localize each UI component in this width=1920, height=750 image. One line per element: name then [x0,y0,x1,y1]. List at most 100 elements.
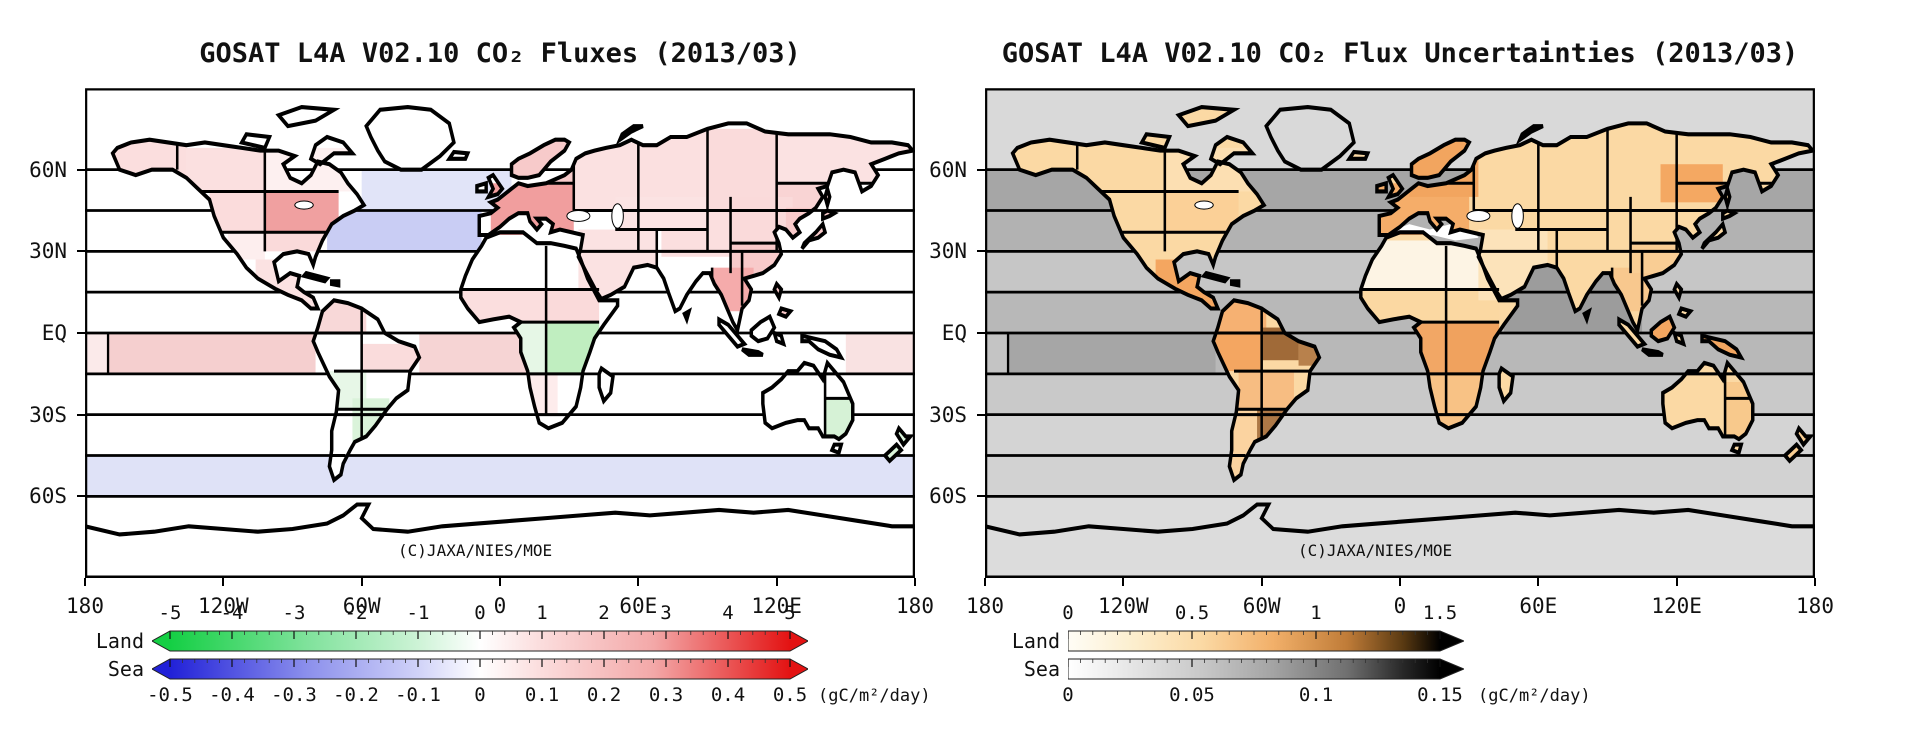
lat-tick [977,332,985,334]
uncertainty-map-title: GOSAT L4A V02.10 CO₂ Flux Uncertainties … [1001,38,1799,70]
lat-tick [977,495,985,498]
colorbar-tick-label: -0.1 [395,684,441,706]
lon-label: 120E [1651,594,1702,618]
sea-colorbar [1068,658,1464,680]
lon-tick [499,578,501,586]
colorbar-tick-label: 1 [1310,602,1322,624]
colorbar-tick-label: 0.1 [1298,684,1334,706]
flux-map-plot: (C)JAXA/NIES/MOE [77,88,915,578]
lon-label: 120W [198,594,249,618]
lon-label: 60W [342,594,381,618]
lon-tick [1537,578,1540,586]
lat-tick [77,168,85,171]
longitude-axis: 180 120W 60W 0 60E 120E 180 [966,578,1834,618]
black-sea [567,211,590,222]
colorbar-tick-label: 1 [536,602,548,624]
colorbar-tick-label: -4 [220,602,244,624]
lat-tick [977,413,985,416]
lat-label: 60S [929,484,967,509]
land-colorbar-label: Land [1011,629,1060,653]
sea-colorbar [152,658,808,680]
latitude-axis: 60N 30N EQ 30S 60S [0,88,77,578]
latitude-axis: 60N 30N EQ 30S 60S [900,88,977,578]
uncertainty-world-map [985,88,1815,578]
flux-unit-label: (gC/m²/day) [818,686,931,706]
sea-colorbar-ticks: 0 0.05 0.1 0.15 [1062,684,1464,708]
lon-label: 0 [493,594,507,618]
colorbar-tick-label: 3 [660,602,672,624]
lon-tick [1814,578,1816,586]
lon-label: 180 [1796,594,1834,618]
colorbar-tick-label: -0.3 [271,684,317,706]
longitude-axis: 180 120W 60W 0 60E 120E 180 [66,578,934,618]
lat-tick [977,250,985,253]
lon-tick [1399,578,1401,586]
land-colorbar [1068,630,1464,652]
colorbar-tick-label: 1.5 [1422,602,1458,624]
lon-tick [84,578,86,586]
lon-label: 0 [1393,594,1407,618]
colorbar-tick-label: 0.05 [1169,684,1215,706]
lon-tick [222,578,225,586]
lon-label: 120W [1098,594,1149,618]
colorbar-tick-label: -0.2 [333,684,379,706]
lon-tick [360,578,363,586]
sea-colorbar-label: Sea [1023,657,1060,681]
land-colorbar-label: Land [95,629,144,653]
lat-label: EQ [941,321,967,345]
colorbar-tick-label: -5 [158,602,182,624]
colorbar-tick-label: 5 [784,602,796,624]
colorbar-tick-label: 0.3 [648,684,684,706]
lon-tick [914,578,916,586]
flux-map-title: GOSAT L4A V02.10 CO₂ Fluxes (2013/03) [199,38,801,70]
lat-label: 30S [29,402,67,427]
lon-tick [637,578,640,586]
lon-tick [984,578,986,586]
lon-label: 120E [751,594,802,618]
lon-tick [1675,578,1678,586]
lon-label: 180 [966,594,1004,618]
great-lakes [295,201,313,209]
lat-label: 30S [929,402,967,427]
colorbar-tick-label: 0.1 [524,684,560,706]
copyright-watermark: (C)JAXA/NIES/MOE [1298,541,1453,560]
lon-label: 180 [66,594,104,618]
sea-colorbar-ticks: -0.5 -0.4 -0.3 -0.2 -0.1 0 0.1 0.2 0.3 0.4 0.5 [147,684,808,708]
lat-label: 60N [929,157,967,182]
black-sea [1467,211,1490,222]
colorbar-tick-label: -3 [282,602,306,624]
colorbar-tick-label: 0.4 [710,684,746,706]
uncertainty-map-plot: (C)JAXA/NIES/MOE [977,88,1815,578]
uncertainty-unit-label: (gC/m²/day) [1478,686,1591,706]
caspian-sea [1512,204,1524,229]
lon-tick [775,578,778,586]
colorbar-tick-label: 0.5 [772,684,808,706]
land-colorbar [152,630,808,652]
lon-tick [1260,578,1263,586]
lat-tick [77,332,85,334]
lon-label: 180 [896,594,934,618]
lat-label: EQ [41,321,67,345]
lat-label: 60N [29,157,67,182]
colorbar-tick-label: 0.2 [586,684,622,706]
lat-label: 30N [29,239,67,264]
colorbar-tick-label: 0 [1062,602,1074,624]
sea-colorbar-label: Sea [107,657,144,681]
colorbar-tick-label: -2 [344,602,368,624]
lat-tick [77,250,85,253]
caspian-sea [612,204,624,229]
lat-tick [977,168,985,171]
colorbar-tick-label: 0.15 [1417,684,1463,706]
colorbar-tick-label: -0.5 [147,684,193,706]
colorbar-tick-label: 0.5 [1174,602,1210,624]
lat-label: 60S [29,484,67,509]
colorbar-tick-label: -1 [406,602,430,624]
lat-tick [77,495,85,498]
lon-label: 60E [1519,594,1558,618]
lon-label: 60W [1242,594,1281,618]
colorbar-tick-label: 2 [598,602,610,624]
map-frame [86,89,914,576]
colorbar-tick-label: 0 [1062,684,1074,706]
colorbar-tick-label: 0 [474,602,486,624]
colorbar-tick-label: -0.4 [209,684,255,706]
